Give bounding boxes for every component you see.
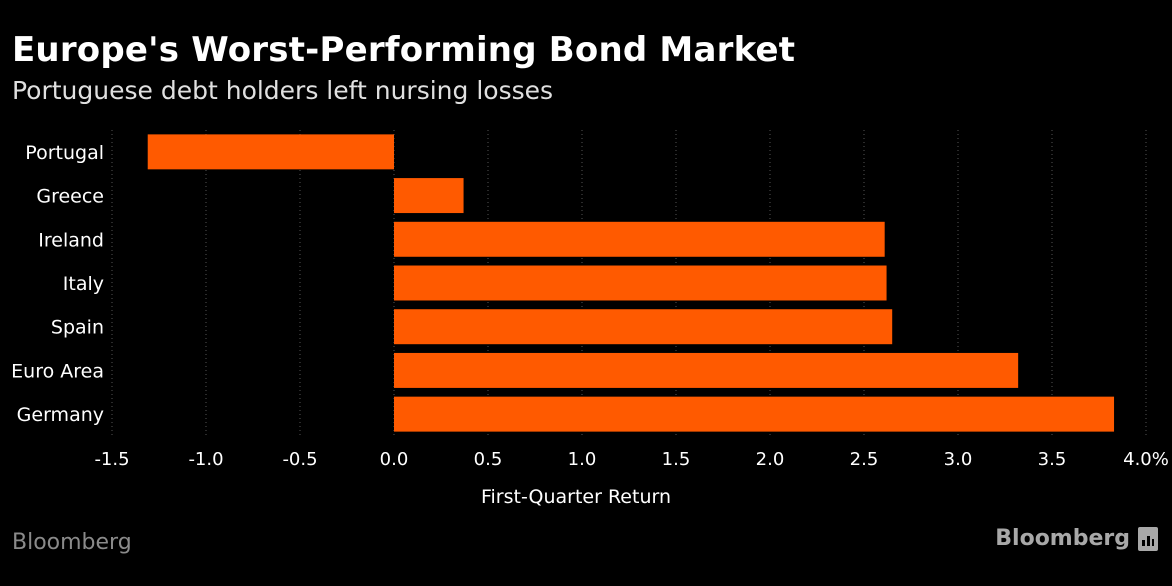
bloomberg-terminal-icon	[1138, 526, 1158, 551]
bar-chart: Portugal Greece Ireland Italy Spain Euro Area…	[11, 130, 1169, 508]
x-tick-labels: -1.5 -1.0 -0.5 0.0 0.5 1.0 1.5 2.0 2.5 3.0 3.5 4.0%	[94, 449, 1168, 470]
category-label: Greece	[36, 186, 104, 208]
source-label: Bloomberg	[12, 530, 132, 555]
bar-italy	[394, 265, 887, 301]
category-label: Ireland	[38, 229, 104, 251]
x-tick-label: 3.0	[944, 449, 973, 470]
category-label: Italy	[63, 273, 104, 295]
x-tick-label: -1.5	[94, 449, 129, 470]
category-labels: Portugal Greece Ireland Italy Spain Euro Area…	[11, 142, 104, 426]
x-tick-label: 1.5	[662, 449, 691, 470]
category-label: Spain	[51, 317, 104, 339]
x-tick-label: 0.0	[380, 449, 409, 470]
x-tick-label: 3.5	[1038, 449, 1067, 470]
bar-greece	[394, 178, 464, 214]
bar-spain	[394, 309, 893, 345]
bar-germany	[394, 396, 1115, 432]
chart-title: Europe's Worst-Performing Bond Market	[12, 30, 796, 70]
bars	[147, 134, 1115, 432]
chart-subtitle: Portuguese debt holders left nursing los…	[12, 76, 554, 105]
bar-portugal	[147, 134, 394, 170]
x-tick-label: -1.0	[188, 449, 223, 470]
category-label: Euro Area	[11, 360, 104, 382]
x-axis-label: First-Quarter Return	[481, 486, 671, 508]
category-label: Germany	[17, 404, 104, 426]
bar-euro-area	[394, 352, 1019, 388]
x-tick-label: -0.5	[282, 449, 317, 470]
x-tick-label: 4.0%	[1123, 449, 1169, 470]
bloomberg-logo: Bloomberg	[995, 526, 1158, 551]
x-tick-label: 2.5	[850, 449, 879, 470]
bloomberg-wordmark: Bloomberg	[995, 526, 1130, 551]
x-tick-label: 1.0	[568, 449, 597, 470]
bar-ireland	[394, 221, 885, 257]
x-tick-label: 0.5	[474, 449, 503, 470]
x-tick-label: 2.0	[756, 449, 785, 470]
category-label: Portugal	[25, 142, 104, 164]
